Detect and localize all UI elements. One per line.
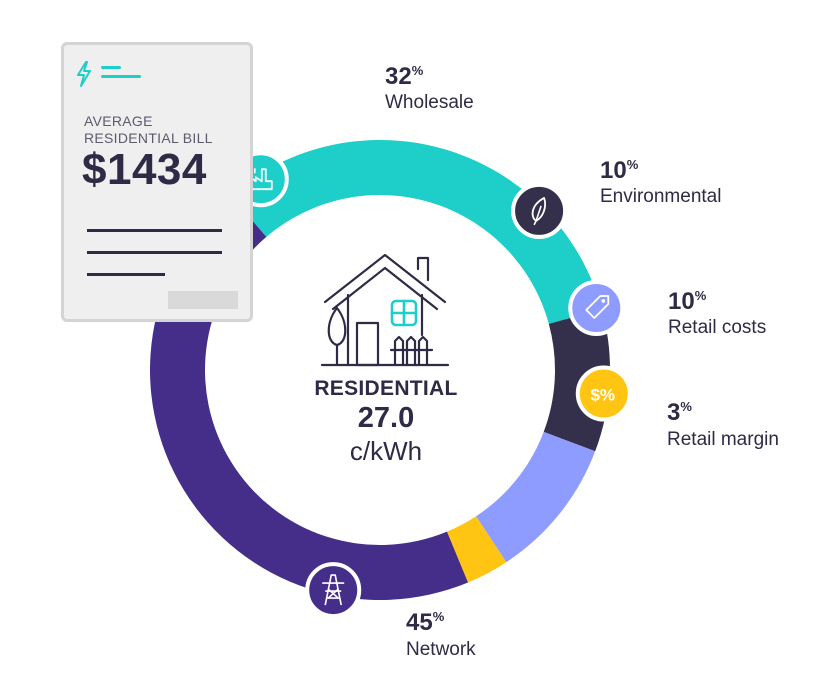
bill-label-line2: RESIDENTIAL BILL: [84, 130, 213, 146]
center-value: 27.0: [357, 402, 415, 434]
bill-amount: $1434: [82, 145, 207, 194]
center-unit: c/kWh: [349, 436, 423, 466]
dollar-percent-icon: $%: [575, 365, 632, 422]
segment-retail-costs: [476, 431, 596, 563]
label-environmental: Environmental: [600, 186, 721, 207]
price-tag-icon: [568, 279, 625, 336]
label-wholesale: Wholesale: [385, 92, 474, 113]
transmission-tower-icon: [305, 562, 362, 619]
percent-retail-margin: 3%: [667, 399, 692, 426]
bill-text-line: [87, 251, 222, 254]
lightning-icon: [77, 61, 91, 87]
center-title: RESIDENTIAL: [314, 377, 458, 400]
label-retail-costs: Retail costs: [668, 317, 766, 338]
segment-wholesale: [230, 140, 602, 324]
percent-retail-costs: 10%: [668, 288, 707, 315]
leaf-icon: [511, 182, 568, 239]
percent-network: 45%: [406, 609, 445, 636]
percent-environmental: 10%: [600, 157, 639, 184]
house-icon: [320, 253, 450, 367]
card-dash-long: [101, 75, 141, 78]
bill-total-box: [168, 291, 238, 309]
bill-label-line1: AVERAGE: [84, 113, 153, 129]
percent-wholesale: 32%: [385, 63, 424, 90]
segment-retail-margin: [446, 516, 507, 583]
bill-text-line: [87, 273, 165, 276]
label-retail-margin: Retail margin: [667, 429, 779, 450]
card-dash-short: [101, 66, 121, 69]
label-network: Network: [406, 639, 476, 660]
segment-network: [150, 195, 469, 600]
average-bill-card: AVERAGE RESIDENTIAL BILL $1434: [61, 42, 253, 322]
bill-text-line: [87, 229, 222, 232]
svg-text:$%: $%: [590, 386, 615, 405]
bill-label: AVERAGE RESIDENTIAL BILL: [84, 113, 244, 147]
